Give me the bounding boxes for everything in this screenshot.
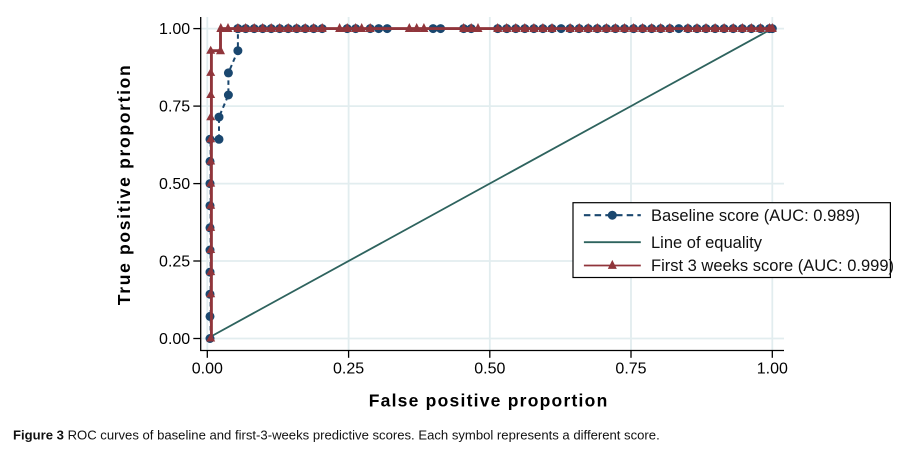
svg-text:0.25: 0.25 xyxy=(333,361,364,378)
svg-text:False positive proportion: False positive proportion xyxy=(369,390,609,410)
svg-text:1.00: 1.00 xyxy=(159,21,190,38)
svg-text:First 3 weeks score (AUC: 0.99: First 3 weeks score (AUC: 0.999) xyxy=(651,257,894,275)
svg-text:True positive proportion: True positive proportion xyxy=(114,64,134,306)
svg-text:0.00: 0.00 xyxy=(192,361,223,378)
svg-text:0.00: 0.00 xyxy=(159,331,190,348)
svg-text:Line of equality: Line of equality xyxy=(651,234,763,252)
svg-text:0.75: 0.75 xyxy=(159,98,190,115)
svg-text:Baseline score (AUC: 0.989): Baseline score (AUC: 0.989) xyxy=(651,207,860,225)
svg-text:0.50: 0.50 xyxy=(474,361,505,378)
svg-text:0.25: 0.25 xyxy=(159,253,190,270)
svg-text:0.75: 0.75 xyxy=(615,361,646,378)
svg-text:Figure 3 ROC curves of baselin: Figure 3 ROC curves of baseline and firs… xyxy=(13,428,660,443)
svg-text:0.50: 0.50 xyxy=(159,176,190,193)
svg-text:1.00: 1.00 xyxy=(757,361,788,378)
